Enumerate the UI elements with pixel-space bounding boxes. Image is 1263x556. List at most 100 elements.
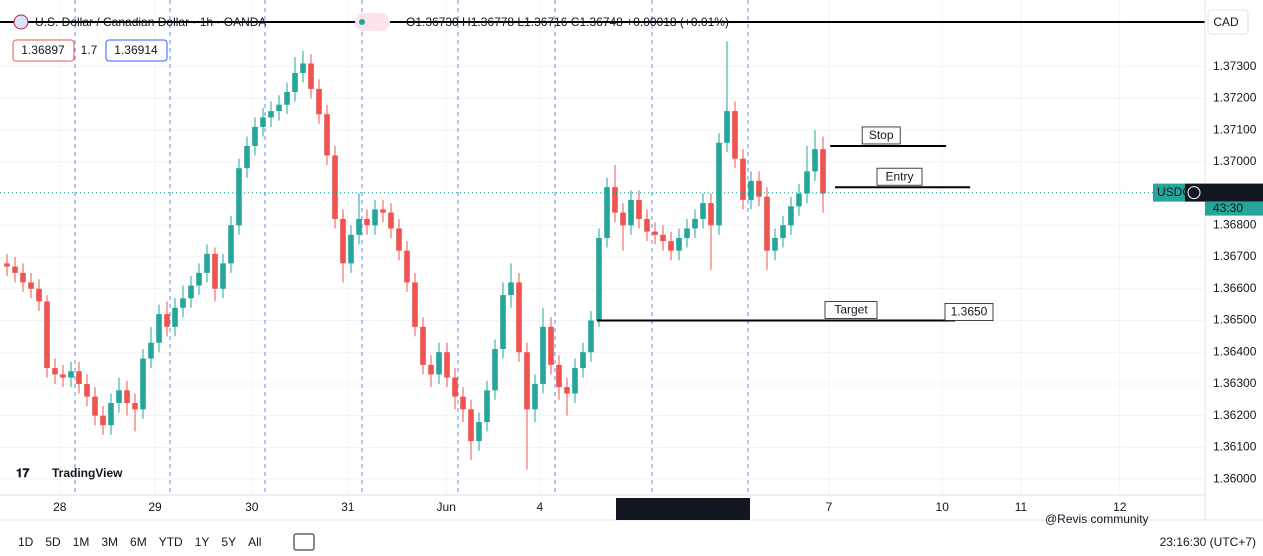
candle-body xyxy=(12,266,18,273)
y-tick-label: 1.36300 xyxy=(1213,376,1257,390)
candle-body xyxy=(76,371,82,384)
candle-body xyxy=(484,390,490,423)
range-button[interactable]: All xyxy=(248,535,261,549)
candle-body xyxy=(324,114,330,156)
x-tick-label: 31 xyxy=(341,500,355,514)
y-tick-label: 1.36700 xyxy=(1213,249,1257,263)
candle-body xyxy=(444,352,450,378)
y-tick-label: 1.36400 xyxy=(1213,344,1257,358)
candle-body xyxy=(412,282,418,327)
x-tick-label: 30 xyxy=(245,500,259,514)
indicator-pill xyxy=(355,13,390,31)
x-tick-label: 11 xyxy=(1015,500,1028,514)
y-tick-label: 1.37200 xyxy=(1213,91,1257,105)
y-tick-label: 1.36000 xyxy=(1213,471,1257,485)
candle-body xyxy=(292,72,298,93)
buy-button[interactable] xyxy=(105,39,168,62)
sell-button[interactable] xyxy=(12,39,75,62)
candle-body xyxy=(28,282,34,289)
candle-body xyxy=(764,196,770,251)
candle-body xyxy=(788,206,794,226)
currency[interactable]: CAD xyxy=(1213,15,1239,29)
y-tick-label: 1.36200 xyxy=(1213,408,1257,422)
range-button[interactable]: 5D xyxy=(45,535,61,549)
candle-body xyxy=(52,368,58,375)
candle-body xyxy=(204,253,210,273)
range-button[interactable]: YTD xyxy=(159,535,183,549)
countdown-box xyxy=(1205,201,1263,216)
candle-body xyxy=(340,218,346,264)
candle-body xyxy=(356,218,362,235)
candle-body xyxy=(644,218,650,232)
date-range-icon[interactable] xyxy=(293,533,315,551)
range-button[interactable]: 1M xyxy=(73,535,90,549)
candle-body xyxy=(548,326,554,365)
candle-body xyxy=(68,371,74,378)
status-dot xyxy=(359,19,365,25)
candle-body xyxy=(196,272,202,286)
candle-body xyxy=(148,342,154,359)
candle-body xyxy=(156,314,162,343)
candle-body xyxy=(564,387,570,394)
candle-body xyxy=(316,88,322,115)
candle-body xyxy=(92,396,98,416)
candle-body xyxy=(44,301,50,369)
countdown: 43:30 xyxy=(1213,201,1243,215)
candle-body xyxy=(276,104,282,112)
range-button[interactable]: 6M xyxy=(130,535,147,549)
range-button[interactable]: 3M xyxy=(101,535,118,549)
candle-body xyxy=(820,149,826,194)
last-price-box xyxy=(1185,183,1263,202)
crosshair-label: Wed 05 Jun '24 12:00 xyxy=(623,501,743,515)
candle-body xyxy=(180,298,186,308)
candle-body xyxy=(4,263,10,267)
candle-body xyxy=(36,288,42,302)
annotation-box xyxy=(824,301,878,319)
y-tick-label: 1.37000 xyxy=(1213,154,1257,168)
candle-body xyxy=(532,383,538,410)
logo: 𝟏𝟕 TradingView xyxy=(16,466,123,480)
candle-body xyxy=(284,92,290,105)
candle-body xyxy=(116,390,122,403)
candle-body xyxy=(364,218,370,226)
candle-body xyxy=(580,352,586,369)
currency-button[interactable] xyxy=(1207,9,1249,35)
candle-body xyxy=(596,237,602,321)
candle-body xyxy=(252,126,258,146)
clock: 23:16:30 (UTC+7) xyxy=(1160,535,1256,549)
y-tick-label: 1.37100 xyxy=(1213,122,1257,136)
range-button[interactable]: 5Y xyxy=(221,535,236,549)
toolbar: 1D 5D 1M 3M 6M YTD 1Y 5Y All xyxy=(18,535,261,549)
sell-price[interactable]: 1.36897 xyxy=(21,43,65,57)
candle-body xyxy=(348,234,354,264)
candle-body xyxy=(236,168,242,226)
annotation-value: 1.3650 xyxy=(951,305,988,319)
candle-body xyxy=(652,231,658,235)
range-button[interactable]: 1D xyxy=(18,535,34,549)
candle-body xyxy=(804,171,810,194)
candle-body xyxy=(84,383,90,397)
candle-body xyxy=(700,203,706,219)
add-alert[interactable] xyxy=(1187,186,1201,200)
buy-price[interactable]: 1.36914 xyxy=(114,43,158,57)
candle-body xyxy=(308,63,314,89)
candle-body xyxy=(516,282,522,353)
candle-body xyxy=(244,145,250,169)
y-tick-label: 1.36500 xyxy=(1213,313,1257,327)
watermark: @Revis community xyxy=(1045,512,1149,526)
annotation-label: Entry xyxy=(885,169,913,183)
candle-body xyxy=(740,158,746,200)
symbol-tag: USDC xyxy=(1157,185,1191,199)
candle-body xyxy=(540,326,546,384)
candle-body xyxy=(268,111,274,118)
candle-body xyxy=(748,180,754,200)
candle-body xyxy=(436,352,442,375)
range-button[interactable]: 1Y xyxy=(195,535,210,549)
annotation-label: Stop xyxy=(869,128,894,142)
candle-body xyxy=(460,396,466,410)
x-tick-label: 28 xyxy=(53,500,67,514)
candle-body xyxy=(772,237,778,251)
candle-body xyxy=(188,285,194,299)
